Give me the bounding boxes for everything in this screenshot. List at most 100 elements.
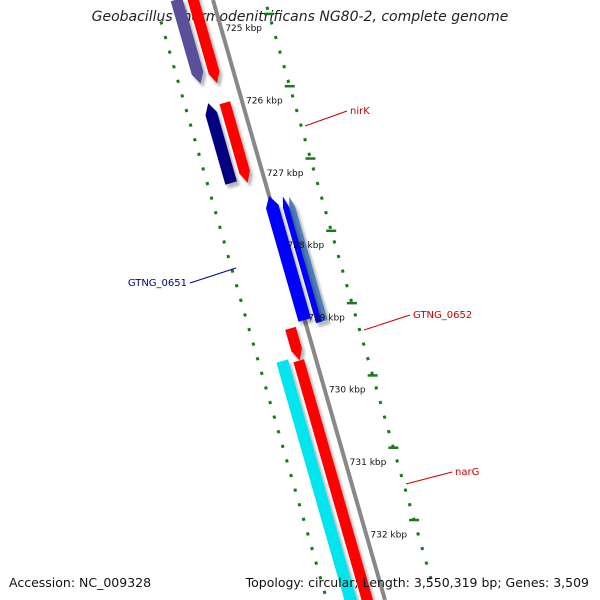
- tick-mark: [399, 473, 404, 478]
- tick-mark: [318, 575, 323, 580]
- gene-labels: nirK GTNG_0651 GTNG_0652 narG: [128, 106, 479, 485]
- tick-mark: [305, 532, 310, 536]
- leader-line: [304, 110, 348, 127]
- tick-mark: [310, 546, 314, 551]
- tick-mark: [192, 137, 197, 142]
- tick-mark: [301, 517, 306, 522]
- gene-red-0652[interactable]: [285, 326, 302, 361]
- tick-mark: [289, 473, 293, 478]
- tick-mark: [251, 342, 256, 347]
- tick-mark: [226, 254, 231, 259]
- tick-mark: [353, 313, 358, 317]
- scale-label: 730 kbp: [329, 386, 366, 396]
- tick-mark: [222, 240, 226, 244]
- gene-label[interactable]: narG: [455, 467, 479, 478]
- scale-label: 732 kbp: [370, 530, 407, 540]
- tick-mark: [265, 6, 270, 11]
- tick-mark: [285, 459, 289, 463]
- tick-mark: [403, 488, 408, 493]
- scale-label: 727 kbp: [267, 169, 304, 179]
- tick-mark: [209, 196, 214, 201]
- tick-mark: [294, 108, 299, 113]
- tick-mark: [230, 269, 235, 274]
- tick-mark: [299, 123, 303, 128]
- tick-mark: [264, 386, 268, 390]
- tick-mark: [268, 400, 273, 405]
- scale-label: 726 kbp: [246, 97, 283, 107]
- gene-navy-nirk[interactable]: [205, 103, 237, 185]
- gene-slate-top[interactable]: [170, 0, 204, 84]
- tick-mark: [378, 400, 383, 405]
- tick-mark: [319, 196, 324, 201]
- scale-label: 725 kbp: [225, 24, 262, 34]
- tick-mark: [311, 167, 316, 171]
- tick-mark: [303, 137, 307, 142]
- gene-features: [170, 0, 374, 600]
- gene-label[interactable]: nirK: [350, 106, 370, 117]
- tick-mark: [176, 79, 180, 84]
- tick-mark: [340, 269, 345, 274]
- tick-mark: [386, 429, 391, 434]
- gene-blue-0651b[interactable]: [266, 196, 311, 322]
- tick-mark: [395, 459, 400, 463]
- tick-mark: [280, 444, 285, 449]
- gene-blue-0651a[interactable]: [282, 196, 322, 324]
- tick-mark: [336, 254, 341, 259]
- scale-label: 728 kbp: [287, 241, 324, 251]
- leader-line: [189, 267, 237, 284]
- gene-label[interactable]: GTNG_0652: [413, 310, 472, 321]
- tick-mark: [259, 371, 264, 376]
- tick-mark: [172, 64, 176, 69]
- tick-mark: [382, 415, 387, 420]
- tick-mark: [205, 181, 210, 186]
- gene-steelblue-0651[interactable]: [289, 196, 328, 322]
- tick-mark: [428, 575, 433, 580]
- tick-mark: [234, 283, 239, 288]
- tick-mark: [322, 590, 327, 595]
- tick-mark: [247, 327, 252, 332]
- gene-label[interactable]: GTNG_0651: [128, 278, 187, 289]
- tick-mark: [159, 21, 164, 25]
- tick-mark: [328, 225, 333, 230]
- tick-mark: [407, 502, 412, 507]
- tick-mark: [290, 94, 295, 98]
- tick-mark: [282, 64, 287, 69]
- tick-mark: [218, 225, 222, 230]
- topology-text: Topology: circular; Length: 3,550,319 bp…: [245, 575, 589, 590]
- gene-cyan-narg[interactable]: [276, 359, 359, 600]
- right-tick-track: [159, 21, 327, 595]
- tick-mark: [293, 488, 298, 493]
- leader-line: [363, 314, 411, 331]
- leader-line: [405, 471, 453, 485]
- gene-red-narg[interactable]: [293, 359, 374, 600]
- tick-mark: [201, 167, 206, 171]
- tick-mark: [361, 342, 366, 347]
- accession-text: Accession: NC_009328: [9, 575, 152, 590]
- tick-mark: [213, 210, 218, 215]
- tick-mark: [357, 327, 362, 332]
- tick-mark: [314, 561, 319, 566]
- tick-mark: [197, 152, 201, 157]
- gene-red-top[interactable]: [187, 0, 220, 84]
- tick-mark: [307, 152, 312, 157]
- tick-mark: [315, 181, 320, 186]
- tick-mark: [345, 283, 349, 288]
- scale-label: 731 kbp: [350, 458, 387, 468]
- tick-mark: [424, 561, 429, 566]
- tick-mark: [273, 35, 278, 40]
- tick-mark: [269, 21, 274, 25]
- tick-mark: [180, 94, 185, 98]
- gene-red-nirk[interactable]: [219, 101, 250, 183]
- tick-mark: [184, 108, 189, 113]
- tick-mark: [188, 123, 193, 128]
- tick-mark: [374, 386, 379, 390]
- tick-mark: [416, 532, 420, 536]
- tick-mark: [238, 298, 243, 303]
- tick-mark: [278, 50, 282, 55]
- tick-mark: [163, 35, 168, 40]
- tick-mark: [276, 429, 281, 434]
- tick-mark: [324, 210, 328, 215]
- left-tick-track: [265, 6, 433, 580]
- tick-mark: [167, 50, 172, 55]
